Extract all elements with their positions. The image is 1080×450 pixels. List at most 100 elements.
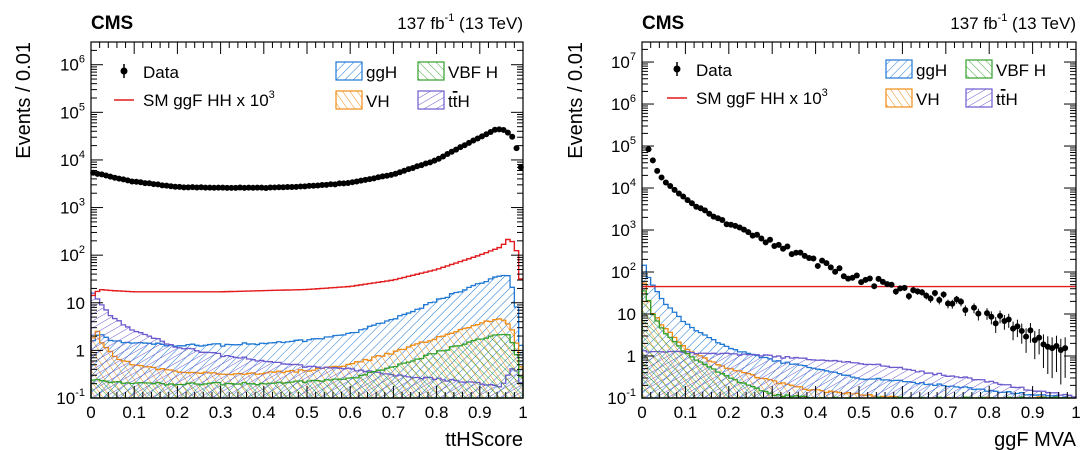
data-point xyxy=(267,184,274,191)
x-tick-label: 0.8 xyxy=(425,403,449,422)
x-tick-label: 0.5 xyxy=(847,403,871,422)
data-point xyxy=(784,243,791,250)
data-point xyxy=(936,297,943,303)
legend-item-tth: ttH xyxy=(417,90,470,111)
y-tick-base: 10 xyxy=(611,221,630,240)
y-tick-exponent: 4 xyxy=(79,149,85,161)
y-tick-exponent: 2 xyxy=(630,261,636,273)
data-point xyxy=(706,210,713,217)
data-point xyxy=(671,186,678,193)
y-tick-label: 105 xyxy=(60,101,85,122)
y-axis-label: Events / 0.01 xyxy=(13,42,35,159)
data-point xyxy=(658,174,665,181)
x-tick-label: 0.9 xyxy=(1021,403,1045,422)
luminosity-label: 137 fb-1 (13 TeV) xyxy=(397,12,523,33)
data-point xyxy=(871,283,878,290)
y-tick-base: 1 xyxy=(76,341,85,360)
legend-swatch-vh xyxy=(335,90,363,110)
data-point xyxy=(866,275,873,282)
data-point xyxy=(988,313,995,320)
legend-item-tth: ttH xyxy=(965,88,1018,109)
y-tick-base: 10 xyxy=(607,389,626,408)
x-axis-ticks: 0 0.1 0.2 0.3 0.4 0.5 0.6 0.7 0.8 0.9 1 xyxy=(637,42,1080,422)
y-tick-base: 10 xyxy=(611,95,630,114)
cms-label: CMS xyxy=(91,13,133,34)
y-tick-base: 10 xyxy=(60,151,79,170)
data-point xyxy=(237,184,244,191)
data-point xyxy=(150,181,157,188)
y-tick-label: 10-1 xyxy=(607,387,636,408)
y-axis-label: Events / 0.01 xyxy=(565,42,587,159)
data-point xyxy=(1053,343,1060,350)
data-point xyxy=(745,229,752,236)
data-point xyxy=(819,257,826,264)
data-point xyxy=(185,184,192,191)
data-point xyxy=(767,236,774,243)
data-point xyxy=(167,183,174,190)
y-tick-base: 10 xyxy=(60,103,79,122)
data-point xyxy=(142,180,148,187)
y-tick-exponent: 4 xyxy=(630,177,636,189)
data-point xyxy=(1023,333,1030,340)
data-point xyxy=(905,293,912,300)
series-data-points xyxy=(90,126,524,192)
lumi-value: 137 fb xyxy=(950,14,997,33)
legend-swatch-tth xyxy=(417,90,445,110)
y-tick-base: 10 xyxy=(66,294,85,313)
legend-label-ggh: ggH xyxy=(916,61,947,80)
data-point xyxy=(271,184,278,191)
data-point xyxy=(949,300,956,307)
y-tick-base: 10 xyxy=(611,263,630,282)
data-point xyxy=(875,275,882,282)
legend-hh-exponent: 3 xyxy=(822,87,828,99)
legend-swatch-ggh xyxy=(335,61,363,81)
x-tick-label: 0.7 xyxy=(934,403,958,422)
data-point xyxy=(814,262,821,269)
y-tick-label: 10 xyxy=(617,305,636,324)
legend: Data SM ggF HH x 103 ggH VBF H VH ttH xyxy=(667,59,1046,109)
data-point xyxy=(984,310,991,317)
data-point xyxy=(823,260,830,267)
data-point xyxy=(918,289,925,296)
x-axis-ticks: 0 0.1 0.2 0.3 0.4 0.5 0.6 0.7 0.8 0.9 1 xyxy=(86,42,528,422)
x-tick-label: 0.6 xyxy=(338,403,362,422)
legend-label-data: Data xyxy=(143,63,179,82)
x-tick-label: 0.6 xyxy=(891,403,915,422)
x-tick-label: 0.4 xyxy=(804,403,828,422)
x-tick-label: 0.3 xyxy=(209,403,233,422)
legend-marker-data xyxy=(673,65,681,73)
data-point xyxy=(975,310,982,317)
data-point xyxy=(684,197,691,204)
y-tick-exponent: 5 xyxy=(79,101,85,113)
data-point xyxy=(211,184,218,191)
data-point xyxy=(1018,327,1025,334)
y-tick-label: 1 xyxy=(76,341,85,360)
data-point xyxy=(280,184,287,191)
series-data-points xyxy=(645,146,1069,385)
legend-tth-tbar: t xyxy=(453,92,458,111)
legend-label-data: Data xyxy=(696,61,732,80)
data-point xyxy=(649,157,656,164)
data-point xyxy=(513,145,520,152)
x-tick-label: 0.5 xyxy=(295,403,319,422)
data-point xyxy=(193,184,200,191)
data-point xyxy=(1027,327,1034,334)
y-tick-label: 103 xyxy=(611,219,636,240)
x-tick-label: 0.8 xyxy=(977,403,1001,422)
data-point xyxy=(509,133,516,140)
data-point xyxy=(215,184,222,191)
y-tick-label: 104 xyxy=(611,177,636,198)
data-point xyxy=(336,180,343,187)
y-tick-label: 104 xyxy=(60,149,85,170)
data-point xyxy=(962,306,969,313)
legend-label-tth: ttH xyxy=(448,92,470,111)
legend-item-data: Data xyxy=(673,61,732,80)
legend-item-data: Data xyxy=(120,63,179,82)
legend-label-hh: SM ggF HH x 103 xyxy=(143,89,275,110)
legend-label-ggh: ggH xyxy=(366,63,397,82)
x-tick-label: 0.7 xyxy=(382,403,406,422)
y-tick-label: 106 xyxy=(60,54,85,75)
data-point xyxy=(957,298,964,305)
